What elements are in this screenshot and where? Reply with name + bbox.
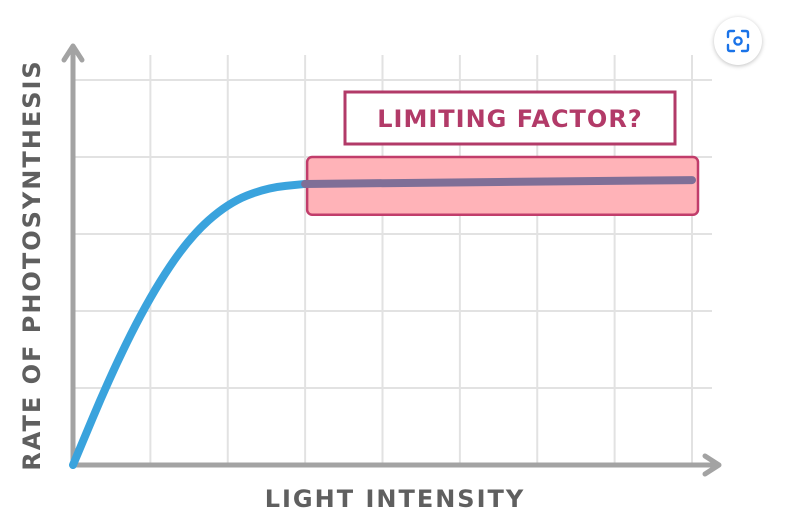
lens-search-button[interactable] (714, 17, 762, 65)
x-axis-arrow (702, 453, 722, 477)
lens-scan-icon (726, 29, 750, 53)
annotation-label: LIMITING FACTOR? (377, 105, 642, 133)
series-line-1 (69, 179, 310, 469)
x-axis-label: LIGHT INTENSITY (265, 485, 526, 513)
series-line-2 (301, 176, 696, 188)
y-axis-label: RATE OF PHOTOSYNTHESIS (18, 59, 46, 470)
axes (61, 43, 722, 477)
annotation-frame (343, 90, 677, 146)
annotation-box: LIMITING FACTOR? (343, 90, 677, 146)
series-layer (69, 176, 696, 469)
y-axis-arrow (61, 43, 85, 63)
